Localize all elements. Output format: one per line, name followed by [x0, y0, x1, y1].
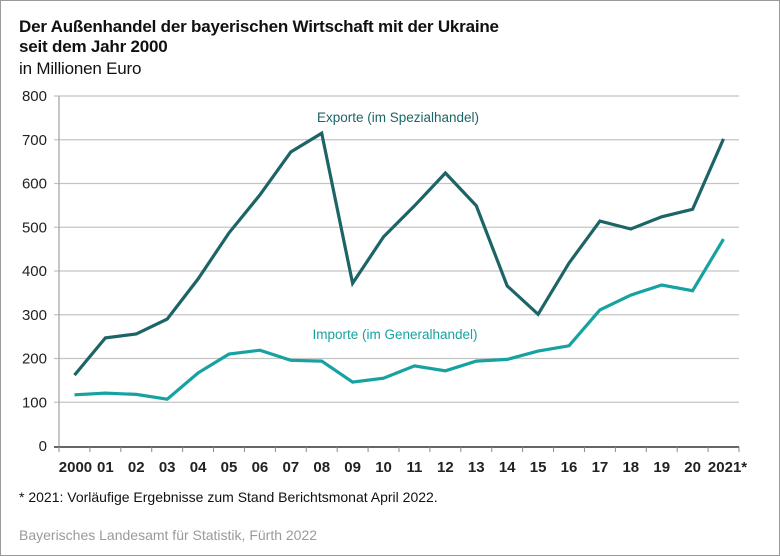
chart-subtitle: in Millionen Euro	[19, 59, 142, 78]
x-tick-label-07: 07	[282, 459, 299, 476]
x-tick-label-2000: 2000	[59, 459, 92, 476]
y-tick-label-100: 100	[22, 394, 47, 411]
x-tick-label-08: 08	[313, 459, 330, 476]
y-tick-label-400: 400	[22, 263, 47, 280]
x-tick-label-17: 17	[592, 459, 609, 476]
imports-series-label: Importe (im Generalhandel)	[312, 327, 477, 342]
x-tick-label-01: 01	[97, 459, 114, 476]
x-tick-label-06: 06	[252, 459, 269, 476]
footnote: * 2021: Vorläufige Ergebnisse zum Stand …	[19, 489, 438, 505]
x-tick-label-13: 13	[468, 459, 485, 476]
series-labels: Exporte (im Spezialhandel) Importe (im G…	[298, 107, 492, 343]
x-tick-label-12: 12	[437, 459, 454, 476]
source-note: Bayerisches Landesamt für Statistik, Für…	[19, 527, 318, 543]
chart-title-line2: seit dem Jahr 2000	[19, 37, 168, 56]
exports-line	[73, 130, 725, 377]
series-lines	[73, 130, 725, 401]
x-tick-label-11: 11	[407, 459, 423, 476]
chart-title: Der Außenhandel der bayerischen Wirtscha…	[19, 17, 499, 57]
x-tick-label-2021: 2021*	[708, 459, 747, 476]
x-tick-label-20: 20	[684, 459, 701, 476]
x-axis: 2000 01 02 03 04 05 06 07 08 09 10 11 12 13 14 15 16 17 18…	[54, 446, 747, 476]
exports-label-background	[306, 107, 490, 127]
y-tick-label-700: 700	[22, 132, 47, 149]
x-tick-label-03: 03	[159, 459, 176, 476]
y-tick-label-800: 800	[22, 88, 47, 105]
y-tick-label-200: 200	[22, 351, 47, 368]
x-tick-label-15: 15	[530, 459, 547, 476]
x-tick-label-19: 19	[653, 459, 670, 476]
y-tick-label-0: 0	[39, 438, 47, 455]
x-tick-label-16: 16	[561, 459, 578, 476]
gridlines	[54, 95, 739, 403]
x-tick-label-05: 05	[221, 459, 238, 476]
chart-title-line1: Der Außenhandel der bayerischen Wirtscha…	[19, 17, 499, 36]
x-tick-label-10: 10	[375, 459, 392, 476]
imports-label-background	[298, 323, 492, 343]
y-tick-label-600: 600	[22, 176, 47, 193]
y-axis: 0 100 200 300 400 500 600 700 800	[22, 88, 60, 455]
x-tick-label-14: 14	[499, 459, 516, 476]
y-tick-label-300: 300	[22, 307, 47, 324]
exports-series-label: Exporte (im Spezialhandel)	[317, 110, 479, 125]
x-tick-label-04: 04	[190, 459, 207, 476]
x-tick-label-02: 02	[128, 459, 145, 476]
x-tick-label-18: 18	[622, 459, 639, 476]
imports-line	[74, 238, 725, 401]
x-tick-label-09: 09	[344, 459, 361, 476]
y-tick-label-500: 500	[22, 219, 47, 236]
